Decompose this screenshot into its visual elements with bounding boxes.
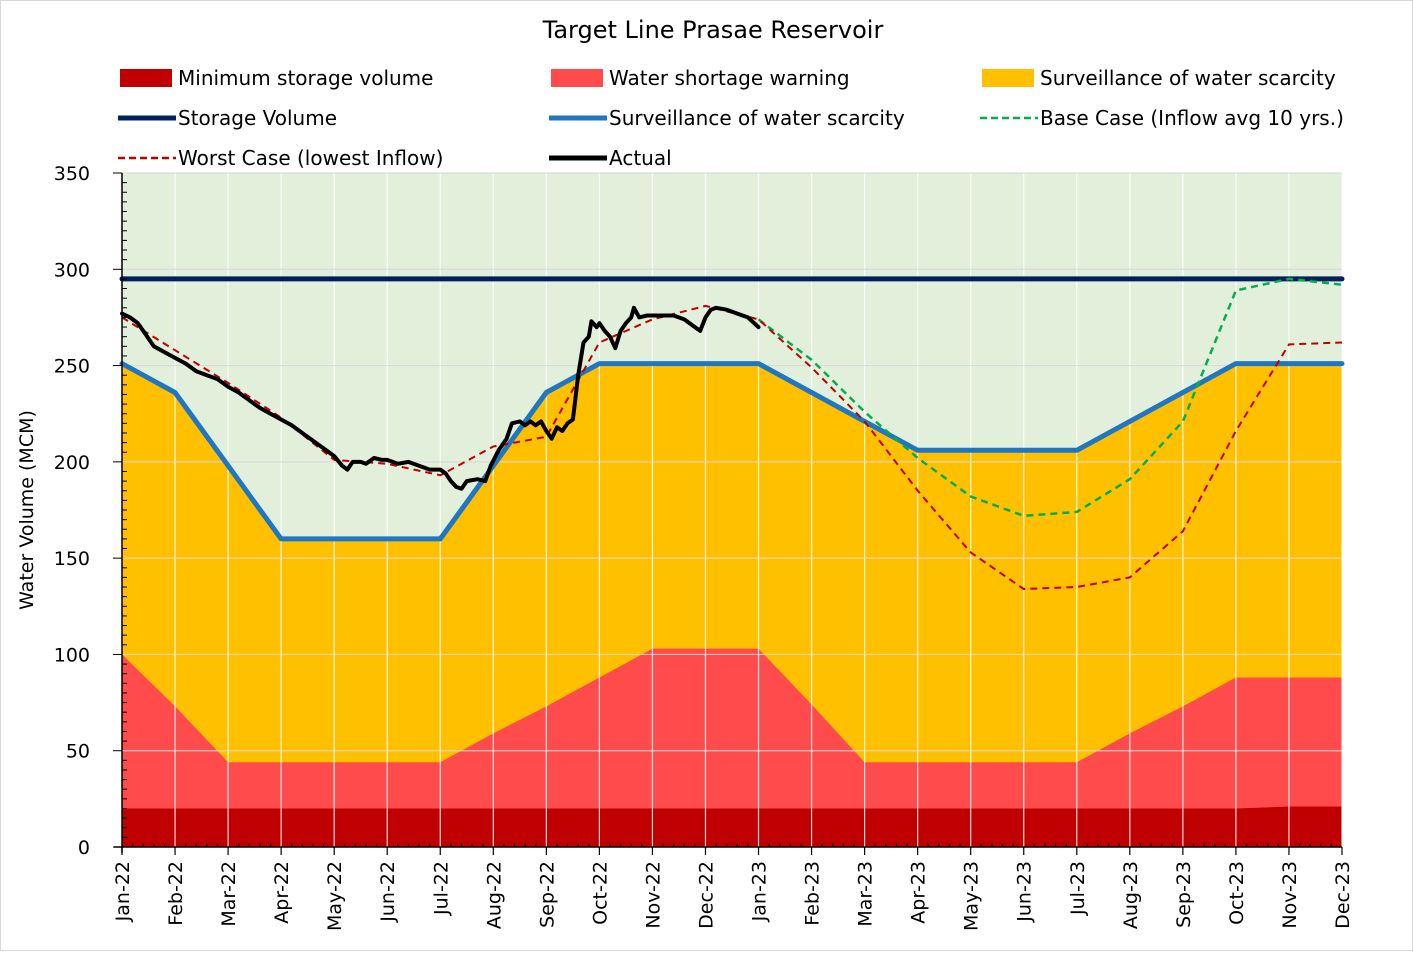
- x-tick-label: Jul-22: [430, 861, 452, 916]
- legend-swatch-area: [551, 69, 603, 87]
- y-tick-label: 50: [66, 741, 90, 763]
- y-axis-title: Water Volume (MCM): [16, 410, 38, 610]
- y-tick-label: 300: [54, 259, 90, 281]
- legend-item: Actual: [549, 146, 672, 170]
- x-tick-label: Mar-23: [855, 861, 877, 927]
- legend-item: Surveillance of water scarcity: [982, 66, 1336, 90]
- x-tick-label: Nov-23: [1279, 861, 1301, 929]
- y-tick-label: 350: [54, 163, 90, 185]
- legend-swatch-area: [982, 69, 1034, 87]
- x-tick-label: Oct-23: [1226, 861, 1248, 925]
- legend-item: Base Case (Inflow avg 10 yrs.): [980, 106, 1344, 130]
- area-0: [122, 363, 1342, 847]
- area-2: [122, 806, 1342, 847]
- series-line-1: [119, 361, 1345, 542]
- series-line-4: [120, 305, 761, 491]
- y-tick-label: 150: [54, 548, 90, 570]
- legend-label: Surveillance of water scarcity: [609, 106, 905, 130]
- legend-label: Worst Case (lowest Inflow): [178, 146, 443, 170]
- x-tick-label: Dec-22: [695, 861, 717, 929]
- x-tick-label: Aug-22: [483, 861, 505, 929]
- area-1: [122, 648, 1342, 847]
- x-tick-label: Jan-23: [749, 861, 771, 922]
- x-tick-label: Apr-22: [271, 861, 293, 924]
- y-tick-label: 0: [78, 837, 90, 859]
- legend-swatch-area: [120, 69, 172, 87]
- x-tick-label: Nov-22: [642, 861, 664, 929]
- legend-item: Worst Case (lowest Inflow): [118, 146, 443, 170]
- y-tick-label: 200: [54, 452, 90, 474]
- y-tick-label: 250: [54, 356, 90, 378]
- x-tick-label: Jan-22: [112, 861, 134, 922]
- legend-label: Surveillance of water scarcity: [1040, 66, 1336, 90]
- legend-label: Base Case (Inflow avg 10 yrs.): [1040, 106, 1344, 130]
- legend-item: Surveillance of water scarcity: [549, 106, 905, 130]
- y-tick-label: 100: [54, 644, 90, 666]
- legend-label: Minimum storage volume: [178, 66, 433, 90]
- legend-item: Water shortage warning: [551, 66, 850, 90]
- x-tick-label: Dec-23: [1332, 861, 1354, 929]
- plot-area: 0 50 100 150 200 250 300 350 Jan-22 Feb-22 Mar-22 A…: [54, 163, 1354, 931]
- legend-label: Storage Volume: [178, 106, 337, 130]
- x-tick-label: Feb-22: [165, 861, 187, 926]
- x-tick-label: May-23: [961, 861, 983, 931]
- x-tick-label: Apr-23: [908, 861, 930, 924]
- legend-item: Storage Volume: [118, 106, 337, 130]
- legend-label: Actual: [609, 146, 672, 170]
- x-tick-label: Sep-23: [1173, 861, 1195, 928]
- x-tick-label: Jul-23: [1067, 861, 1089, 916]
- x-tick-label: Aug-23: [1120, 861, 1142, 929]
- chart-title: Target Line Prasae Reservoir: [542, 16, 884, 44]
- x-tick-label: Feb-23: [802, 861, 824, 926]
- x-tick-label: Oct-22: [589, 861, 611, 925]
- x-tick-label: Jun-23: [1014, 861, 1036, 923]
- series-line-2: [757, 277, 1343, 518]
- legend-item: Minimum storage volume: [120, 66, 433, 90]
- x-tick-label: Sep-22: [536, 861, 558, 928]
- x-tick-label: May-22: [324, 861, 346, 931]
- x-tick-label: Jun-22: [377, 861, 399, 923]
- x-tick-label: Mar-22: [218, 861, 240, 927]
- legend: Minimum storage volume Water shortage war…: [118, 66, 1344, 170]
- legend-label: Water shortage warning: [609, 66, 850, 90]
